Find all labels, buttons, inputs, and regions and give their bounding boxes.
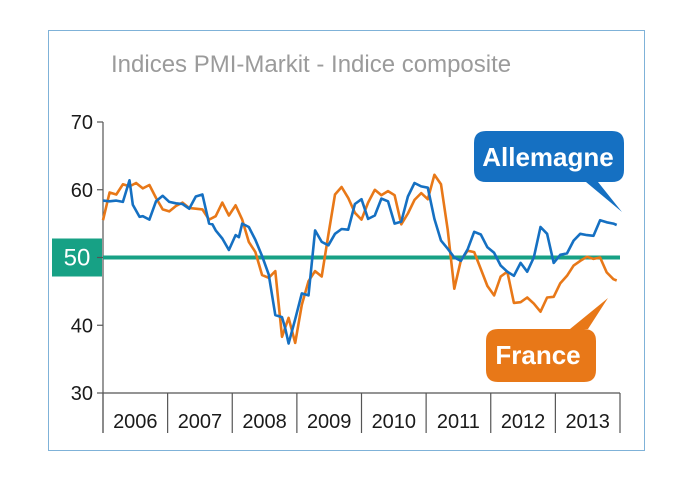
- chart-title: Indices PMI-Markit - Indice composite: [111, 51, 511, 78]
- x-tick-label: 2008: [242, 411, 287, 433]
- y-axis-ticks: 30 40 60 70: [71, 112, 103, 405]
- x-tick-label: 2013: [565, 411, 610, 433]
- callout-france-bubble: [486, 298, 608, 382]
- series-line-allemagne: [102, 179, 618, 345]
- y-tick-label: 40: [71, 315, 93, 337]
- x-tick-label: 2006: [113, 411, 158, 433]
- reference-label-box: [52, 238, 102, 277]
- x-tick-label: 2009: [307, 411, 352, 433]
- x-tick-label: 2007: [178, 411, 223, 433]
- x-tick-label: 2012: [501, 411, 546, 433]
- callout-france: France: [486, 298, 608, 382]
- y-tick-label: 70: [71, 112, 93, 134]
- x-axis-ticks: 2006 2007 2008 2009 2010 2011 2012 2013: [102, 393, 621, 433]
- y-tick-label: 30: [71, 383, 93, 405]
- x-tick-label: 2010: [372, 411, 417, 433]
- callout-allemagne: Allemagne: [474, 131, 624, 212]
- callout-france-label: France: [495, 340, 580, 370]
- reference-line-group: 50: [52, 238, 620, 277]
- callout-allemagne-bubble: [474, 131, 624, 212]
- y-tick-label: 60: [71, 180, 93, 202]
- callout-allemagne-label: Allemagne: [482, 142, 614, 172]
- reference-label: 50: [64, 245, 91, 272]
- series-layer: [101, 173, 618, 345]
- x-tick-label: 2011: [437, 411, 480, 433]
